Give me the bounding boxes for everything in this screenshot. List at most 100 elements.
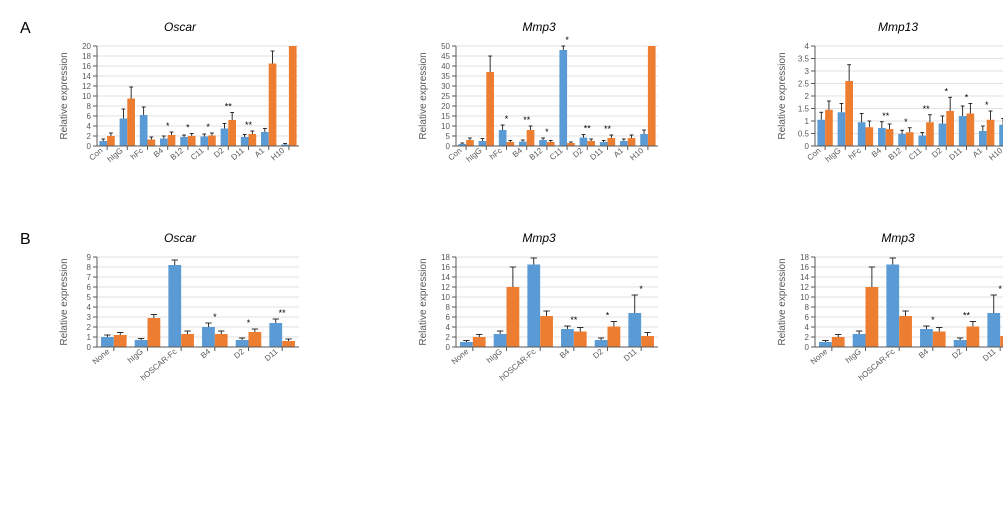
- bar: [120, 119, 128, 147]
- bar: [507, 287, 520, 347]
- chart-wrapper: Mmp3****024681012141618NonehIgGhOSCAR-Fc…: [773, 231, 1003, 402]
- bar: [608, 138, 616, 146]
- y-tick-label: 45: [441, 52, 450, 61]
- y-tick-label: 0: [446, 142, 451, 151]
- bar: [587, 141, 595, 146]
- x-tick-label: hIgG: [465, 146, 484, 164]
- bar: [200, 137, 208, 147]
- bar: [202, 327, 215, 347]
- bar: [926, 122, 934, 146]
- chart-wrapper: Oscar*******02468101214161820ConhIgGhFcB…: [55, 20, 305, 201]
- sig-mark: **: [570, 315, 578, 325]
- chart-title: Oscar: [164, 231, 196, 245]
- y-tick-label: 25: [441, 92, 450, 101]
- bar: [148, 140, 156, 147]
- x-tick-label: B12: [169, 146, 186, 162]
- y-tick-label: 16: [441, 263, 450, 272]
- bar: [574, 332, 587, 348]
- chart-svg: ********00.511.522.533.54ConhIgGhFcB4B12…: [773, 36, 1003, 196]
- x-tick-label: hIgG: [106, 146, 125, 164]
- bar: [107, 136, 115, 146]
- y-tick-label: 18: [82, 52, 91, 61]
- chart-plot: ********00.511.522.533.54ConhIgGhFcB4B12…: [773, 36, 1003, 201]
- y-tick-label: 6: [87, 112, 92, 121]
- y-tick-label: 8: [87, 102, 92, 111]
- bar: [140, 115, 148, 146]
- x-tick-label: A1: [971, 146, 985, 160]
- x-tick-label: B4: [917, 347, 931, 361]
- sig-mark: *: [904, 117, 908, 127]
- bar: [282, 341, 295, 347]
- sig-mark: **: [604, 124, 612, 134]
- bar: [127, 99, 135, 147]
- y-tick-label: 4: [805, 42, 810, 51]
- y-axis-label: Relative expression: [418, 258, 429, 345]
- bar: [168, 135, 176, 146]
- bar: [939, 124, 947, 147]
- bar: [819, 342, 832, 347]
- bar: [825, 110, 833, 146]
- y-tick-label: 0: [87, 343, 92, 352]
- y-axis-label: Relative expression: [777, 258, 788, 345]
- x-tick-label: D11: [947, 146, 964, 162]
- sig-mark: *: [606, 311, 610, 321]
- x-tick-label: D2: [212, 146, 226, 160]
- y-tick-label: 10: [82, 92, 91, 101]
- sig-mark: **: [279, 308, 287, 318]
- y-tick-label: 0: [805, 343, 810, 352]
- y-tick-label: 2: [805, 92, 810, 101]
- bar: [838, 112, 846, 146]
- x-tick-label: H10: [987, 146, 1003, 163]
- bar: [527, 130, 535, 146]
- x-tick-label: B4: [152, 146, 166, 160]
- bar: [221, 129, 229, 147]
- bar: [987, 120, 995, 146]
- bar: [519, 142, 527, 146]
- chart-plot: *******02468101214161820ConhIgGhFcB4B12C…: [55, 36, 305, 201]
- bar: [181, 334, 194, 347]
- y-tick-label: 18: [800, 253, 809, 262]
- chart-title: Mmp3: [522, 231, 555, 245]
- panel-a-label: A: [20, 20, 31, 38]
- x-tick-label: C11: [548, 146, 565, 162]
- bar: [832, 337, 845, 347]
- bar: [148, 318, 161, 347]
- x-tick-label: B4: [558, 347, 572, 361]
- x-tick-label: hIgG: [485, 347, 504, 365]
- y-tick-label: 2.5: [798, 80, 810, 89]
- x-tick-label: D2: [232, 347, 246, 361]
- sig-mark: *: [505, 114, 509, 124]
- sig-mark: *: [206, 122, 210, 132]
- chart-svg: *********05101520253035404550ConhIgGhFcB…: [414, 36, 664, 196]
- y-tick-label: 14: [800, 273, 809, 282]
- y-tick-label: 2: [87, 323, 92, 332]
- y-tick-label: 6: [87, 283, 92, 292]
- y-tick-label: 9: [87, 253, 92, 262]
- bar: [946, 111, 954, 146]
- y-tick-label: 2: [446, 333, 451, 342]
- bar: [858, 122, 866, 146]
- y-tick-label: 4: [446, 323, 451, 332]
- bar: [486, 72, 494, 146]
- x-tick-label: D2: [950, 347, 964, 361]
- y-tick-label: 12: [441, 283, 450, 292]
- y-axis-label: Relative expression: [777, 52, 788, 139]
- bar: [580, 138, 588, 146]
- sig-mark: *: [247, 318, 251, 328]
- sig-mark: *: [639, 284, 643, 294]
- chart-svg: ****0123456789NonehIgGhOSCAR-FcB4D2D11Re…: [55, 247, 305, 397]
- y-tick-label: 12: [800, 283, 809, 292]
- y-tick-label: 1: [87, 333, 92, 342]
- x-tick-label: D2: [571, 146, 585, 160]
- sig-mark: *: [166, 121, 170, 131]
- x-tick-label: A1: [253, 146, 267, 160]
- y-tick-label: 3.5: [798, 55, 810, 64]
- bar: [188, 136, 196, 146]
- y-tick-label: 2: [87, 132, 92, 141]
- x-tick-label: D11: [263, 347, 280, 363]
- y-tick-label: 16: [82, 62, 91, 71]
- sig-mark: *: [931, 315, 935, 325]
- y-tick-label: 5: [87, 293, 92, 302]
- sig-mark: **: [584, 124, 592, 134]
- y-tick-label: 50: [441, 42, 450, 51]
